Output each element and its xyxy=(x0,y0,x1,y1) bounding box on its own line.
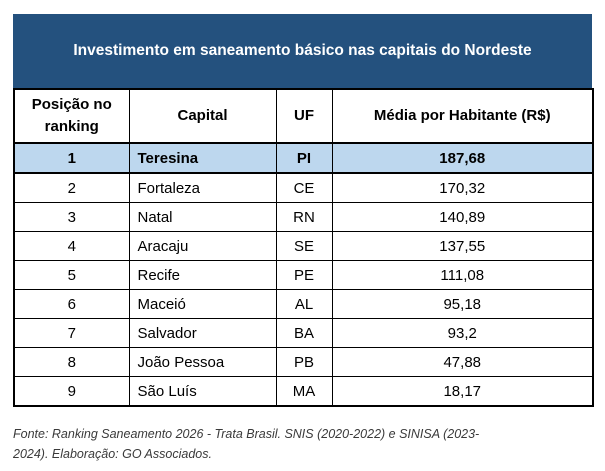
table-row: 9 São Luís MA 18,17 xyxy=(13,376,594,407)
table-title-band: Investimento em saneamento básico nas ca… xyxy=(13,14,592,88)
cell-position: 1 xyxy=(13,142,130,174)
source-note-line-1: Fonte: Ranking Saneamento 2026 - Trata B… xyxy=(13,427,480,441)
table-row: 8 João Pessoa PB 47,88 xyxy=(13,347,594,377)
cell-position: 2 xyxy=(13,172,130,203)
cell-media: 93,2 xyxy=(331,318,594,348)
table-row: 6 Maceió AL 95,18 xyxy=(13,289,594,319)
cell-uf: SE xyxy=(275,231,333,261)
cell-media: 140,89 xyxy=(331,202,594,232)
column-header-position: Posição no ranking xyxy=(13,88,130,144)
cell-media: 111,08 xyxy=(331,260,594,290)
cell-media: 170,32 xyxy=(331,172,594,203)
cell-capital: Recife xyxy=(128,260,277,290)
table-row: 5 Recife PE 111,08 xyxy=(13,260,594,290)
table-row: 2 Fortaleza CE 170,32 xyxy=(13,172,594,203)
table-row: 4 Aracaju SE 137,55 xyxy=(13,231,594,261)
cell-capital: São Luís xyxy=(128,376,277,407)
cell-uf: PB xyxy=(275,347,333,377)
column-header-media: Média por Habitante (R$) xyxy=(331,88,594,144)
cell-uf: RN xyxy=(275,202,333,232)
column-header-capital: Capital xyxy=(128,88,277,144)
cell-position: 7 xyxy=(13,318,130,348)
cell-uf: MA xyxy=(275,376,333,407)
cell-capital: Aracaju xyxy=(128,231,277,261)
table-row: 7 Salvador BA 93,2 xyxy=(13,318,594,348)
cell-position: 5 xyxy=(13,260,130,290)
table-header-row: Posição no ranking Capital UF Média por … xyxy=(13,88,594,144)
table-row: 3 Natal RN 140,89 xyxy=(13,202,594,232)
cell-capital: Teresina xyxy=(128,142,277,174)
cell-uf: AL xyxy=(275,289,333,319)
column-header-uf: UF xyxy=(275,88,333,144)
cell-media: 47,88 xyxy=(331,347,594,377)
cell-capital: Maceió xyxy=(128,289,277,319)
ranking-table: Posição no ranking Capital UF Média por … xyxy=(13,88,594,407)
cell-uf: BA xyxy=(275,318,333,348)
table-row: 1 Teresina PI 187,68 xyxy=(13,142,594,174)
cell-uf: PE xyxy=(275,260,333,290)
cell-capital: João Pessoa xyxy=(128,347,277,377)
cell-position: 4 xyxy=(13,231,130,261)
cell-position: 3 xyxy=(13,202,130,232)
source-note-line-2: 2024). Elaboração: GO Associados. xyxy=(13,447,212,461)
cell-media: 95,18 xyxy=(331,289,594,319)
cell-media: 137,55 xyxy=(331,231,594,261)
table-title: Investimento em saneamento básico nas ca… xyxy=(73,42,532,60)
cell-position: 8 xyxy=(13,347,130,377)
cell-media: 187,68 xyxy=(331,142,594,174)
source-note: Fonte: Ranking Saneamento 2026 - Trata B… xyxy=(13,424,588,464)
cell-uf: CE xyxy=(275,172,333,203)
cell-capital: Salvador xyxy=(128,318,277,348)
cell-capital: Fortaleza xyxy=(128,172,277,203)
cell-uf: PI xyxy=(275,142,333,174)
cell-media: 18,17 xyxy=(331,376,594,407)
cell-capital: Natal xyxy=(128,202,277,232)
cell-position: 9 xyxy=(13,376,130,407)
cell-position: 6 xyxy=(13,289,130,319)
